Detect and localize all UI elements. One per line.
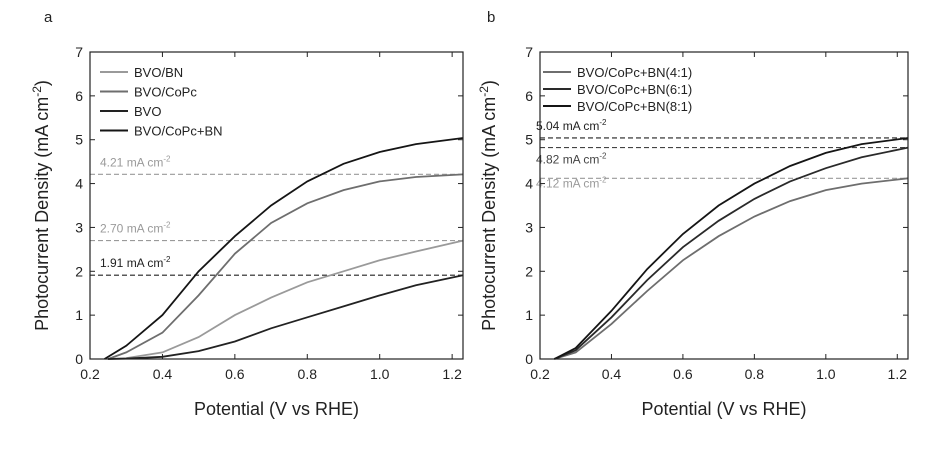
legend-label: BVO/CoPc+BN(6:1) <box>577 82 692 97</box>
y-tick-label: 4 <box>525 176 533 192</box>
legend-label: BVO/BN <box>134 65 183 80</box>
reference-label: 4.12 mA cm-2 <box>536 175 607 190</box>
reference-label: 2.70 mA cm-2 <box>100 221 171 236</box>
y-axis-label-sup: -2 <box>30 86 44 97</box>
reference-label-sup: -2 <box>163 255 171 264</box>
reference-label: 4.21 mA cm-2 <box>100 154 171 169</box>
panel-a: a4.21 mA cm-22.70 mA cm-21.91 mA cm-20.2… <box>30 9 463 419</box>
y-tick-label: 2 <box>75 263 83 279</box>
reference-label-value: 4.21 mA cm <box>100 155 163 169</box>
x-tick-label: 1.2 <box>888 366 908 382</box>
series-line <box>554 138 908 359</box>
x-tick-label: 0.6 <box>225 366 245 382</box>
legend-label: BVO/CoPc+BN(4:1) <box>577 65 692 80</box>
y-axis-label-close: ) <box>479 80 499 86</box>
x-axis-label: Potential (V vs RHE) <box>641 399 806 419</box>
y-tick-label: 3 <box>525 219 533 235</box>
x-tick-label: 0.4 <box>602 366 622 382</box>
reference-label: 1.91 mA cm-2 <box>100 255 171 270</box>
legend-label: BVO/CoPc <box>134 85 197 100</box>
reference-label-value: 1.91 mA cm <box>100 256 163 270</box>
y-tick-label: 2 <box>525 263 533 279</box>
y-tick-label: 4 <box>75 176 83 192</box>
x-tick-label: 1.0 <box>816 366 836 382</box>
reference-label-value: 2.70 mA cm <box>100 222 163 236</box>
reference-label-value: 4.12 mA cm <box>536 176 599 190</box>
y-axis-label-main: Photocurrent Density (mA cm <box>32 97 52 331</box>
y-axis-label-sup: -2 <box>477 86 491 97</box>
y-tick-label: 7 <box>525 44 533 60</box>
x-axis-label: Potential (V vs RHE) <box>194 399 359 419</box>
reference-label: 4.82 mA cm-2 <box>536 152 607 167</box>
y-axis-label: Photocurrent Density (mA cm-2) <box>477 80 499 331</box>
reference-label-sup: -2 <box>599 175 607 184</box>
legend-label: BVO <box>134 104 161 119</box>
reference-label-sup: -2 <box>163 154 171 163</box>
x-tick-label: 0.2 <box>530 366 550 382</box>
panel-b: b5.04 mA cm-24.82 mA cm-24.12 mA cm-20.2… <box>477 9 908 419</box>
y-tick-label: 6 <box>75 88 83 104</box>
y-axis-label: Photocurrent Density (mA cm-2) <box>30 80 52 331</box>
y-tick-label: 5 <box>75 132 83 148</box>
reference-label-sup: -2 <box>599 152 607 161</box>
y-tick-label: 7 <box>75 44 83 60</box>
x-tick-label: 0.2 <box>80 366 100 382</box>
reference-label-sup: -2 <box>163 221 171 230</box>
y-tick-label: 0 <box>75 351 83 367</box>
x-tick-label: 0.4 <box>153 366 173 382</box>
reference-label-value: 4.82 mA cm <box>536 153 599 167</box>
y-tick-label: 3 <box>75 219 83 235</box>
legend-label: BVO/CoPc+BN(8:1) <box>577 99 692 114</box>
x-tick-label: 0.6 <box>673 366 693 382</box>
panel-letter: b <box>487 9 495 26</box>
series-line <box>554 178 908 359</box>
y-axis-label-main: Photocurrent Density (mA cm <box>479 97 499 331</box>
series-line <box>105 138 464 359</box>
panel-letter: a <box>44 9 53 26</box>
x-tick-label: 0.8 <box>298 366 318 382</box>
y-tick-label: 6 <box>525 88 533 104</box>
x-tick-label: 0.8 <box>745 366 765 382</box>
legend-label: BVO/CoPc+BN <box>134 124 223 139</box>
y-tick-label: 1 <box>525 307 533 323</box>
y-axis-label-close: ) <box>32 80 52 86</box>
reference-label-sup: -2 <box>599 118 607 127</box>
reference-label: 5.04 mA cm-2 <box>536 118 607 133</box>
figure: a4.21 mA cm-22.70 mA cm-21.91 mA cm-20.2… <box>0 0 928 456</box>
x-tick-label: 1.0 <box>370 366 390 382</box>
y-tick-label: 5 <box>525 132 533 148</box>
y-tick-label: 1 <box>75 307 83 323</box>
x-tick-label: 1.2 <box>442 366 462 382</box>
reference-label-value: 5.04 mA cm <box>536 119 599 133</box>
y-tick-label: 0 <box>525 351 533 367</box>
